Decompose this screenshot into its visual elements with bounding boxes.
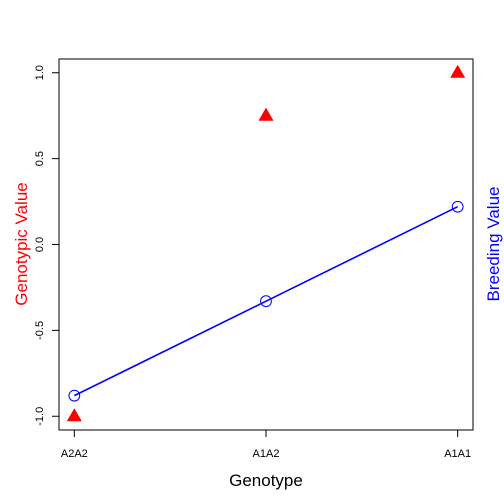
x-tick-label: A2A2 xyxy=(61,448,88,460)
x-tick-label: A1A2 xyxy=(253,448,280,460)
y-tick-label: 0.5 xyxy=(34,151,46,166)
breeding-line xyxy=(73,205,459,397)
x-axis-title: Genotype xyxy=(229,471,303,490)
y-tick-label: 1.0 xyxy=(34,65,46,80)
x-axis: A2A2 A1A2 A1A1 xyxy=(61,429,471,460)
y-axis: -1.0 -0.5 0.0 0.5 1.0 xyxy=(34,65,60,426)
genotypic-point xyxy=(66,408,82,422)
breeding-point xyxy=(68,389,81,402)
x-tick-label: A1A1 xyxy=(444,448,471,460)
y-tick-label: -0.5 xyxy=(34,321,46,340)
genotypic-point xyxy=(258,107,274,121)
plot-area xyxy=(66,64,466,422)
y-axis-title-left: Genotypic Value xyxy=(12,182,31,305)
y-axis-title-right: Breeding Value xyxy=(484,187,503,302)
y-tick-label: 0.0 xyxy=(34,237,46,252)
y-tick-label: -1.0 xyxy=(34,407,46,426)
breeding-point xyxy=(260,295,272,308)
genotypic-point xyxy=(450,64,466,78)
breeding-point xyxy=(451,200,464,213)
